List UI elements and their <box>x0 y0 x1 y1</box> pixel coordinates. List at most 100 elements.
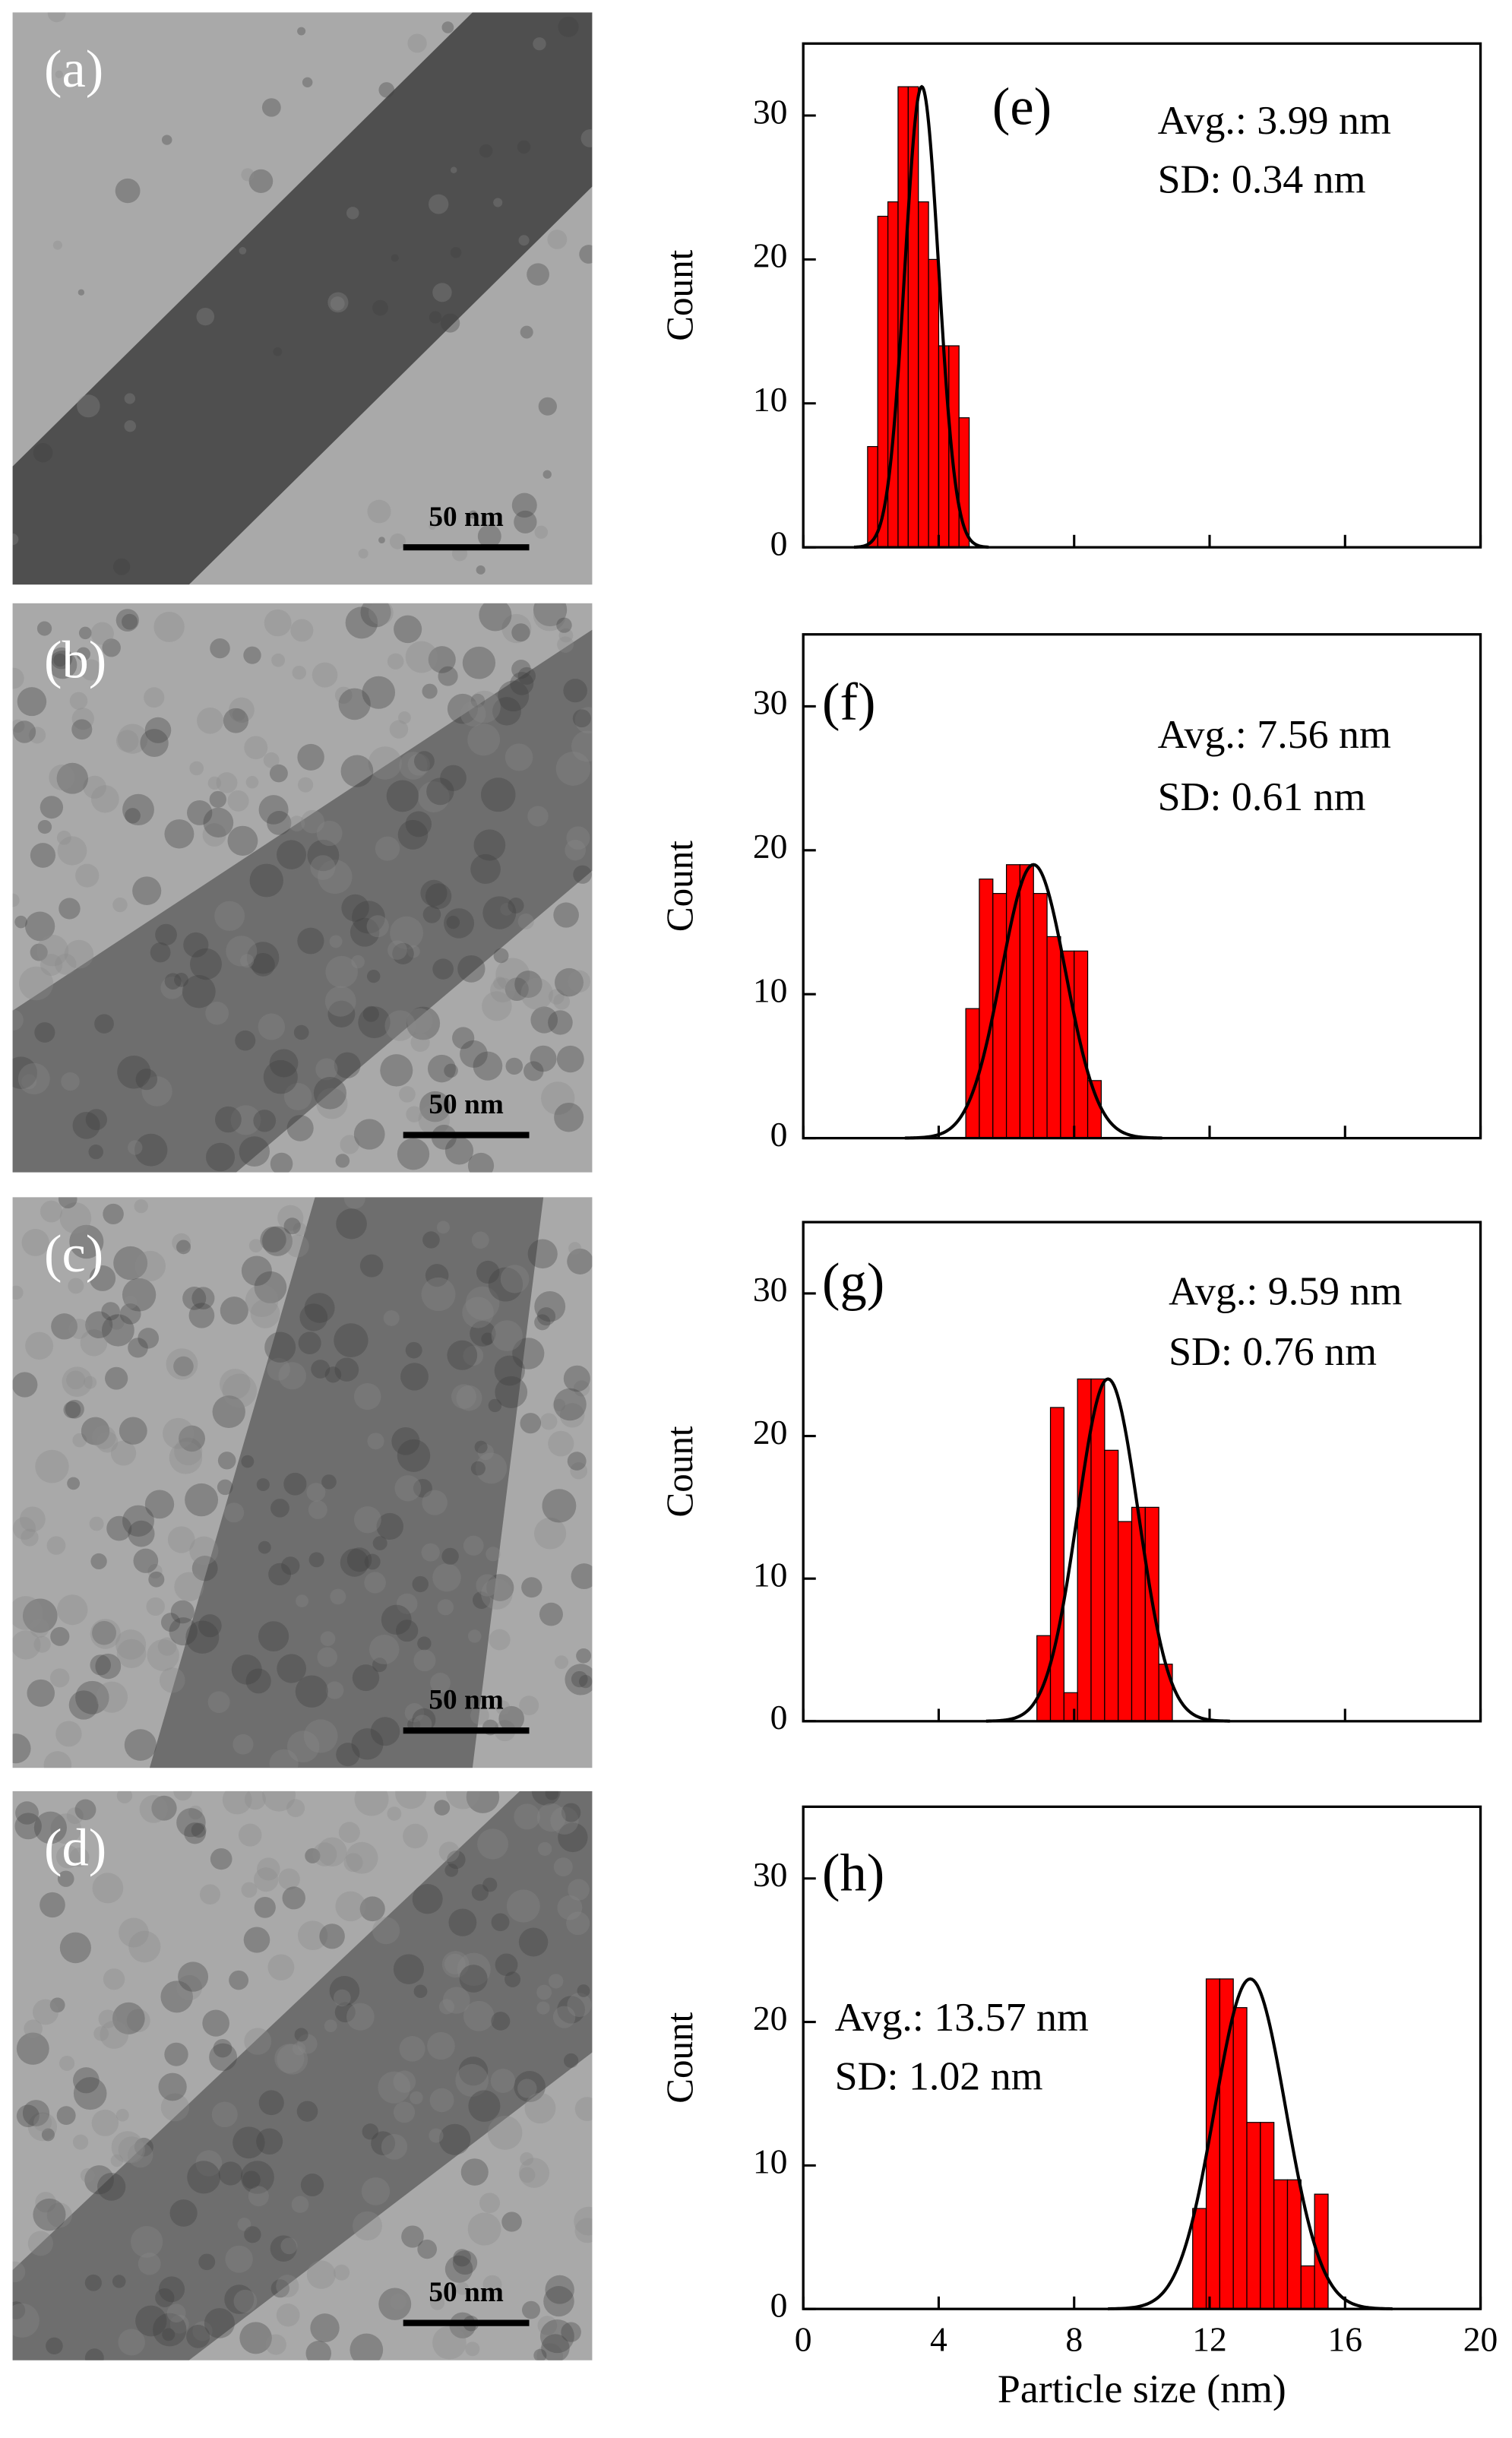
annotation: Avg.: 3.99 nm <box>1158 97 1391 143</box>
texture <box>362 676 396 709</box>
texture <box>405 811 432 837</box>
texture <box>185 1620 220 1654</box>
texture <box>81 1417 110 1445</box>
texture <box>505 1057 524 1075</box>
texture <box>400 1363 429 1391</box>
texture <box>33 442 53 463</box>
texture <box>297 2034 318 2054</box>
texture <box>207 1691 230 1713</box>
texture <box>393 2070 416 2093</box>
texture <box>394 615 422 644</box>
texture <box>239 2322 272 2354</box>
texture <box>405 641 438 673</box>
texture <box>270 2279 290 2298</box>
texture <box>93 2026 109 2041</box>
texture <box>19 966 54 1001</box>
texture <box>202 2009 229 2037</box>
texture <box>223 1502 245 1523</box>
texture <box>311 1360 331 1379</box>
texture <box>239 247 247 255</box>
texture <box>495 1700 511 1715</box>
texture <box>111 2131 144 2164</box>
texture <box>471 1231 489 1249</box>
texture <box>490 977 516 1003</box>
texture <box>378 82 395 98</box>
texture <box>310 2313 340 2343</box>
bar <box>928 258 940 548</box>
annotation: Avg.: 9.59 nm <box>1169 1268 1402 1314</box>
texture <box>425 883 452 910</box>
texture <box>43 1751 72 1768</box>
texture <box>69 692 88 710</box>
texture <box>387 1806 402 1821</box>
texture <box>366 970 381 983</box>
texture <box>406 1008 433 1034</box>
texture <box>413 1649 436 1672</box>
texture <box>52 240 62 250</box>
texture <box>561 2322 581 2342</box>
texture <box>491 1913 510 1932</box>
texture <box>410 1033 430 1053</box>
texture <box>237 2218 251 2231</box>
texture <box>277 2044 308 2075</box>
texture <box>307 839 340 872</box>
texture <box>492 697 521 726</box>
y-tick-label: 10 <box>753 972 788 1010</box>
texture <box>147 1564 163 1579</box>
texture <box>186 2325 210 2348</box>
texture <box>401 2225 424 2248</box>
texture <box>543 2286 574 2317</box>
texture <box>162 2328 176 2341</box>
texture <box>367 499 391 524</box>
texture <box>268 1563 292 1586</box>
texture <box>62 1366 93 1398</box>
texture <box>473 829 506 861</box>
texture <box>573 1380 590 1397</box>
texture <box>144 717 172 743</box>
texture <box>334 2002 356 2023</box>
texture <box>343 1197 365 1209</box>
texture <box>14 1813 42 1840</box>
x-axis-label: Particle size (nm) <box>998 2366 1286 2411</box>
texture <box>486 1547 501 1562</box>
texture <box>134 2137 153 2157</box>
texture <box>498 1705 524 1732</box>
texture <box>465 2341 480 2357</box>
texture <box>235 1030 256 1051</box>
texture <box>281 1556 300 1575</box>
texture <box>216 772 238 793</box>
texture <box>519 1696 539 1715</box>
texture <box>96 1431 119 1453</box>
texture <box>226 936 258 967</box>
texture <box>316 820 343 847</box>
texture <box>336 1743 360 1767</box>
texture <box>267 1357 290 1381</box>
texture <box>430 2295 445 2310</box>
texture <box>404 1703 425 1723</box>
texture <box>103 1968 125 1990</box>
texture <box>253 1867 279 1892</box>
texture <box>244 1791 266 1810</box>
texture <box>33 1635 51 1653</box>
texture <box>378 2288 412 2320</box>
texture <box>353 2211 382 2241</box>
texture <box>286 1730 320 1763</box>
texture <box>115 178 141 204</box>
texture <box>358 1006 391 1039</box>
texture <box>58 1197 77 1209</box>
texture <box>292 2042 306 2056</box>
texture <box>258 2090 284 2116</box>
texture <box>511 623 530 642</box>
texture <box>573 865 592 884</box>
texture <box>57 836 87 866</box>
texture <box>116 1639 147 1668</box>
texture <box>498 680 530 712</box>
texture <box>239 1136 270 1167</box>
texture <box>127 2142 153 2168</box>
texture <box>488 1398 502 1413</box>
texture <box>358 548 369 559</box>
texture <box>188 1303 215 1328</box>
texture <box>390 916 424 950</box>
texture <box>12 1009 24 1031</box>
